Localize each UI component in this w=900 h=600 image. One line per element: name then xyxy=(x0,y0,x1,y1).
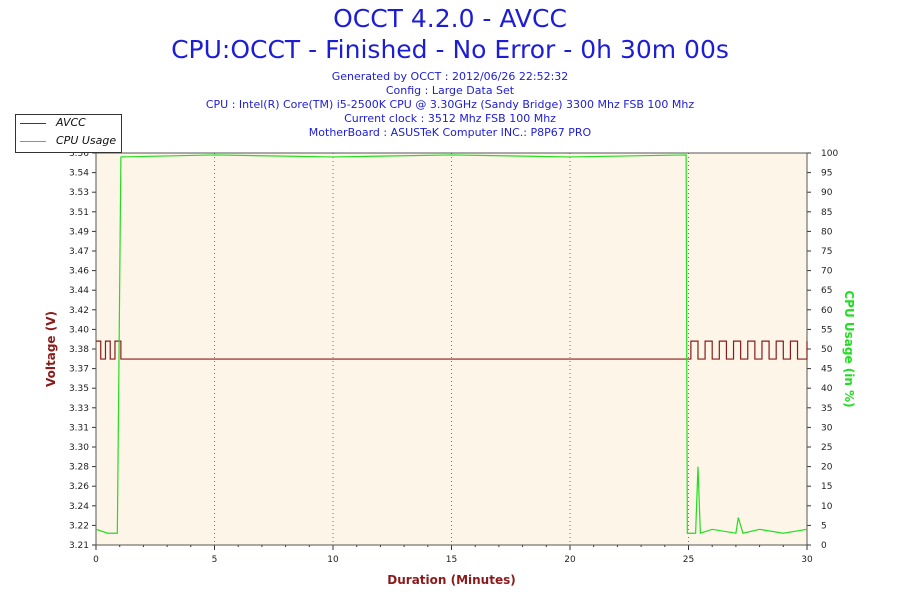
legend-item-cpu-usage: CPU Usage xyxy=(16,133,121,151)
y-left-tick-label: 3.22 xyxy=(69,521,89,531)
legend-label-avcc: AVCC xyxy=(56,116,86,129)
y-right-tick-label: 40 xyxy=(821,384,833,394)
y-right-tick-label: 50 xyxy=(821,345,833,355)
y-left-tick-label: 3.51 xyxy=(69,208,89,218)
legend-label-cpu-usage: CPU Usage xyxy=(56,134,117,147)
y-right-tick-label: 55 xyxy=(821,325,832,335)
info-generated: Generated by OCCT : 2012/06/26 22:52:32 xyxy=(331,70,569,83)
y-right-tick-label: 75 xyxy=(821,247,832,257)
y-left-tick-label: 3.44 xyxy=(69,286,89,296)
info-clock: Current clock : 3512 Mhz FSB 100 Mhz xyxy=(344,112,556,125)
y-right-tick-label: 20 xyxy=(821,463,833,473)
y-left-tick-label: 3.40 xyxy=(69,325,89,335)
y-left-tick-label: 3.49 xyxy=(69,227,89,237)
info-cpu: CPU : Intel(R) Core(TM) i5-2500K CPU @ 3… xyxy=(205,98,695,111)
legend-swatch-cpu-usage xyxy=(20,141,46,142)
y-left-tick-label: 3.21 xyxy=(69,541,89,551)
series-line-avcc xyxy=(96,340,808,360)
y-right-tick-label: 70 xyxy=(821,267,833,277)
legend-swatch-avcc xyxy=(20,123,46,124)
y-left-tick-label: 3.54 xyxy=(69,169,89,179)
chart-subtitle: CPU:OCCT - Finished - No Error - 0h 30m … xyxy=(171,35,729,64)
y-right-tick-label: 35 xyxy=(821,404,832,414)
x-axis-label: Duration (Minutes) xyxy=(387,573,515,587)
y-left-tick-label: 3.47 xyxy=(69,247,89,257)
info-motherboard: MotherBoard : ASUSTeK Computer INC.: P8P… xyxy=(308,126,592,139)
y-left-tick-label: 3.30 xyxy=(69,443,89,453)
y-right-tick-label: 100 xyxy=(821,149,838,159)
y-left-tick-label: 3.35 xyxy=(69,384,89,394)
x-tick-label: 10 xyxy=(327,555,339,565)
y-left-tick-label: 3.26 xyxy=(69,482,89,492)
y-left-axis-label: Voltage (V) xyxy=(44,311,58,387)
y-left-tick-label: 3.31 xyxy=(69,423,89,433)
y-left-tick-label: 3.33 xyxy=(69,404,89,414)
y-left-tick-label: 3.38 xyxy=(69,345,89,355)
y-right-tick-label: 25 xyxy=(821,443,832,453)
y-right-tick-label: 60 xyxy=(821,306,833,316)
y-left-tick-label: 3.53 xyxy=(69,188,89,198)
y-right-tick-label: 30 xyxy=(821,423,833,433)
x-tick-label: 30 xyxy=(801,555,813,565)
y-left-tick-label: 3.56 xyxy=(69,149,89,159)
y-right-axis-label: CPU Usage (in %) xyxy=(842,290,856,407)
x-tick-label: 20 xyxy=(564,555,576,565)
y-left-tick-label: 3.42 xyxy=(69,306,89,316)
x-tick-label: 25 xyxy=(683,555,694,565)
y-right-tick-label: 0 xyxy=(821,541,827,551)
y-right-tick-label: 80 xyxy=(821,227,833,237)
y-left-tick-label: 3.24 xyxy=(69,502,89,512)
chart-title: OCCT 4.2.0 - AVCC xyxy=(333,4,567,33)
y-left-tick-label: 3.28 xyxy=(69,463,89,473)
y-right-tick-label: 90 xyxy=(821,188,833,198)
y-right-tick-label: 10 xyxy=(821,502,833,512)
y-right-tick-label: 65 xyxy=(821,286,832,296)
chart-legend: AVCC CPU Usage xyxy=(15,114,122,153)
y-right-tick-label: 45 xyxy=(821,365,832,375)
x-tick-label: 15 xyxy=(446,555,457,565)
x-tick-label: 0 xyxy=(93,555,99,565)
y-right-tick-label: 15 xyxy=(821,482,832,492)
y-right-tick-label: 85 xyxy=(821,208,832,218)
legend-item-avcc: AVCC xyxy=(16,115,121,133)
x-tick-label: 5 xyxy=(212,555,218,565)
y-right-tick-label: 95 xyxy=(821,169,832,179)
y-left-tick-label: 3.46 xyxy=(69,267,89,277)
info-config: Config : Large Data Set xyxy=(385,84,515,97)
series-line-cpu-usage xyxy=(95,154,808,535)
y-left-tick-label: 3.37 xyxy=(69,365,89,375)
y-right-tick-label: 5 xyxy=(821,521,827,531)
